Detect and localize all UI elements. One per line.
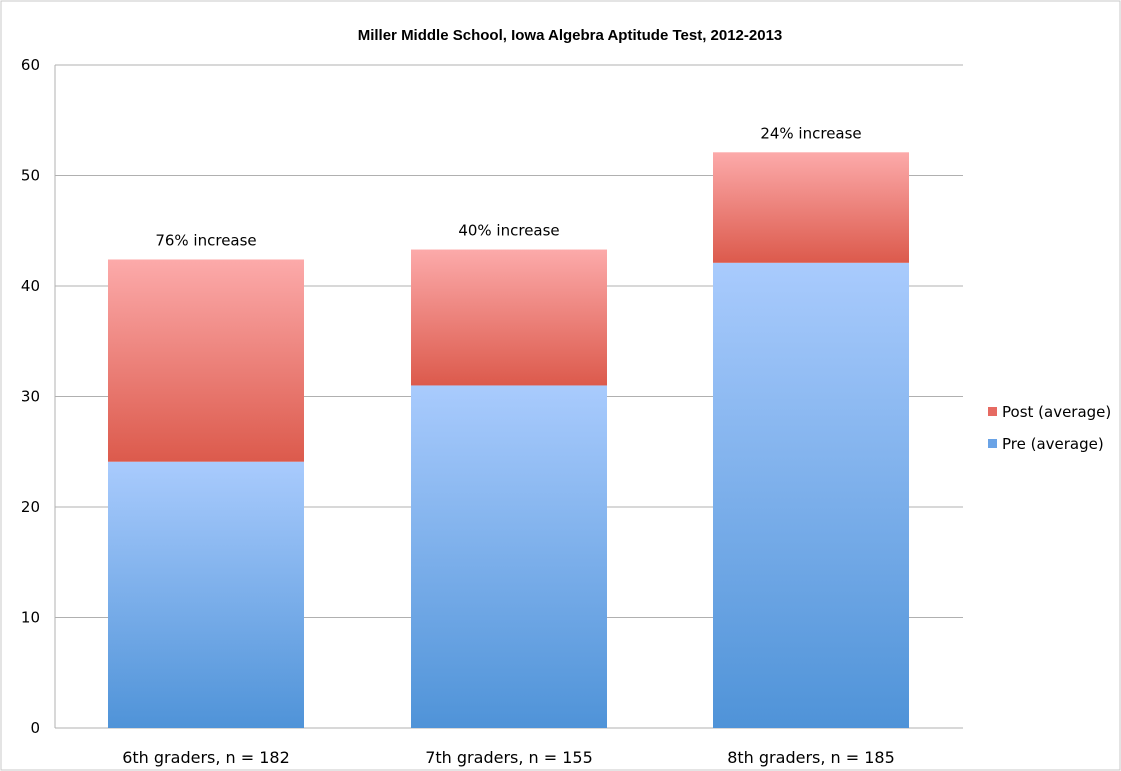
legend: Post (average) Pre (average) <box>988 403 1111 453</box>
bar-pre-2 <box>411 385 607 728</box>
bar-post-3 <box>713 152 909 263</box>
y-tick-label: 20 <box>21 498 40 516</box>
y-tick-label: 60 <box>21 56 40 74</box>
data-labels: 76% increase 40% increase 24% increase <box>155 124 861 249</box>
x-category-label: 6th graders, n = 182 <box>122 748 290 767</box>
x-axis-categories: 6th graders, n = 182 7th graders, n = 155… <box>122 748 895 767</box>
x-category-label: 7th graders, n = 155 <box>425 748 593 767</box>
y-tick-label: 10 <box>21 609 40 627</box>
bar-post-1 <box>108 259 304 462</box>
bar-post-2 <box>411 249 607 386</box>
legend-label: Post (average) <box>1002 403 1111 421</box>
legend-swatch <box>988 439 997 448</box>
y-tick-label: 30 <box>21 388 40 406</box>
legend-swatch <box>988 407 997 416</box>
x-category-label: 8th graders, n = 185 <box>727 748 895 767</box>
bar-pre-1 <box>108 461 304 728</box>
legend-label: Pre (average) <box>1002 435 1104 453</box>
y-axis-ticks: 0 10 20 30 40 50 60 <box>21 56 40 737</box>
bar-pre-3 <box>713 262 909 728</box>
bars <box>108 152 909 728</box>
bar-increase-label: 24% increase <box>760 124 861 142</box>
chart-title: Miller Middle School, Iowa Algebra Aptit… <box>358 27 783 44</box>
bar-increase-label: 40% increase <box>458 222 559 240</box>
y-tick-label: 0 <box>30 719 40 737</box>
bar-increase-label: 76% increase <box>155 231 256 249</box>
y-tick-label: 40 <box>21 277 40 295</box>
y-tick-label: 50 <box>21 167 40 185</box>
